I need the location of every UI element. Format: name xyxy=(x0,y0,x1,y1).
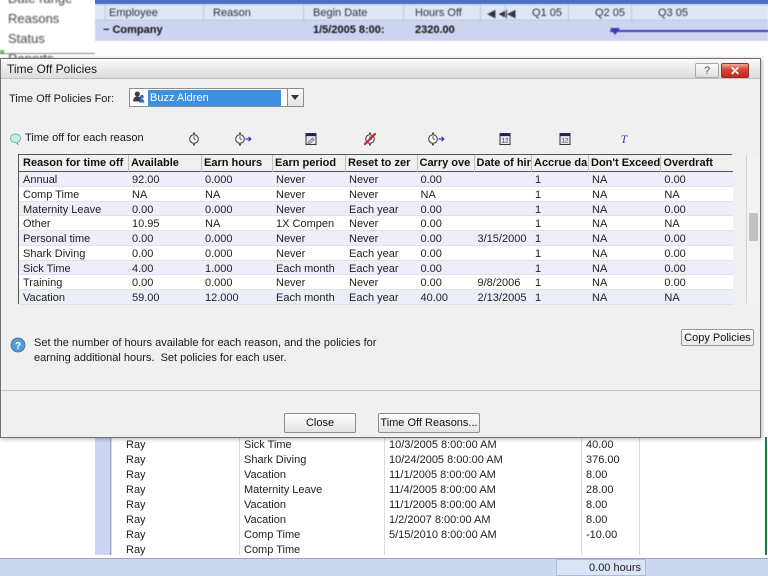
svg-text:12: 12 xyxy=(561,137,569,144)
svg-text:?: ? xyxy=(15,341,21,352)
svg-text:T: T xyxy=(621,132,629,146)
svg-text:12: 12 xyxy=(501,137,509,144)
